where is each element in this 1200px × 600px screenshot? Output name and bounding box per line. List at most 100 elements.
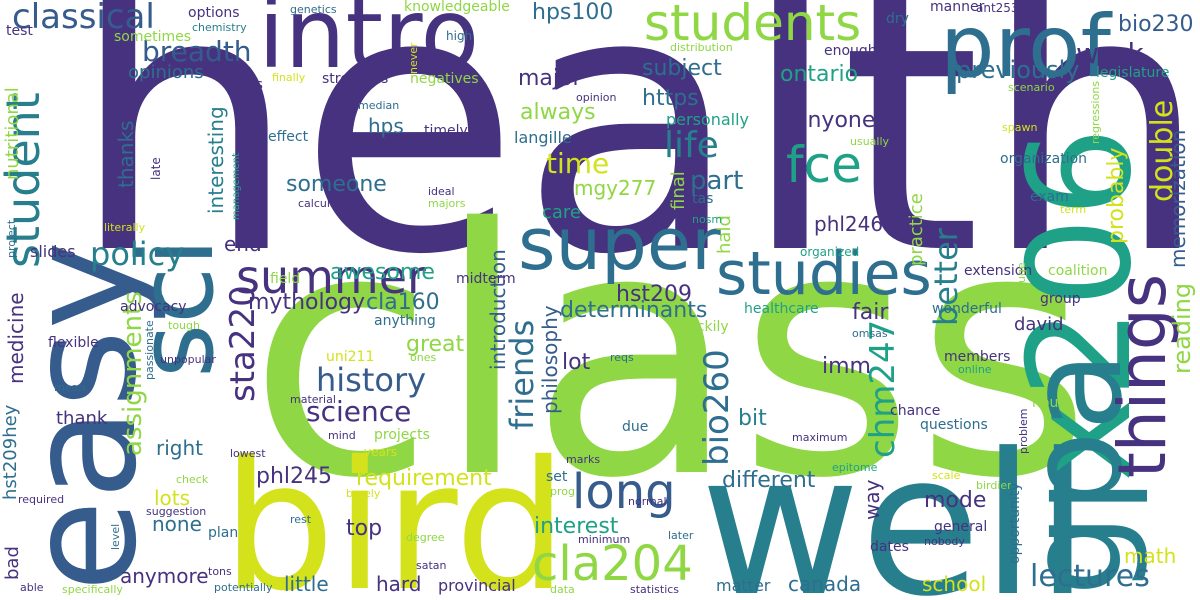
cloud-word-lectures: lectures	[1030, 559, 1150, 594]
cloud-word-majors: majors	[428, 197, 466, 210]
cloud-word-nutritional: nutritional	[2, 87, 23, 180]
cloud-word-matter: matter	[716, 576, 771, 595]
cloud-word-midterm: midterm	[456, 271, 516, 287]
cloud-word-mean: mean	[54, 381, 86, 394]
cloud-word-manner: manner	[930, 0, 985, 15]
cloud-word-anyone: anyone	[794, 108, 876, 133]
cloud-word-hard: hard	[376, 572, 422, 596]
cloud-word-thanks: thanks	[114, 120, 138, 188]
cloud-word-opportunity: opportunity	[1007, 482, 1023, 564]
cloud-word-sometimes: sometimes	[114, 29, 192, 45]
cloud-word-fair: fair	[852, 300, 889, 325]
cloud-word-life: life	[664, 125, 719, 166]
cloud-word-practice: practice	[906, 193, 927, 266]
cloud-word-median: median	[358, 99, 400, 112]
cloud-word-none: none	[152, 512, 202, 536]
cloud-word-part: part	[690, 166, 744, 196]
cloud-word-things: things	[1104, 273, 1181, 478]
cloud-word-school: school	[922, 572, 987, 596]
cloud-word-prog: prog	[550, 485, 575, 498]
cloud-word-tons: tons	[208, 565, 232, 578]
cloud-word-class: class	[248, 157, 1093, 553]
cloud-word-legislature: legislature	[1096, 65, 1170, 81]
cloud-word-slides: slides	[30, 242, 76, 261]
cloud-word-way: way	[860, 479, 884, 520]
cloud-word-questions: questions	[920, 417, 988, 433]
cloud-word-reqs: reqs	[610, 351, 634, 364]
cloud-word-cla160: cla160	[366, 290, 440, 315]
cloud-word-langille: langille	[514, 128, 572, 147]
cloud-word-health: health	[70, 0, 1200, 333]
cloud-word-regressions: regressions	[1089, 80, 1102, 144]
cloud-word-degree: degree	[406, 531, 445, 544]
cloud-word-previously: previously	[956, 56, 1080, 84]
cloud-word-david: david	[1014, 314, 1064, 335]
cloud-word-dry: dry	[886, 11, 909, 27]
cloud-word-prof: prof	[940, 0, 1111, 97]
cloud-word-marks: marks	[566, 453, 601, 466]
cloud-word-problem: problem	[1017, 408, 1030, 454]
cloud-word-group: group	[1040, 291, 1081, 307]
cloud-word-phl246: phl246	[814, 212, 884, 236]
cloud-word-bit: bit	[738, 406, 767, 431]
cloud-word-interest: interest	[534, 514, 619, 539]
cloud-word-top: top	[346, 516, 383, 541]
cloud-word-effect: effect	[268, 129, 309, 145]
cloud-word-negatives: negatives	[410, 71, 479, 87]
cloud-word-passionate: passionate	[143, 320, 156, 380]
cloud-word-imm: imm	[822, 354, 871, 379]
cloud-word-finally: finally	[272, 71, 306, 84]
cloud-word-always: always	[520, 100, 596, 125]
cloud-word-cla204: cla204	[532, 536, 693, 592]
cloud-word-wonderful: wonderful	[932, 301, 1002, 317]
cloud-word-bio230: bio230	[1118, 12, 1194, 37]
cloud-word-history: history	[316, 361, 427, 399]
cloud-word-requirement: requirement	[356, 466, 492, 491]
cloud-word-great: great	[406, 332, 465, 357]
cloud-word-policy: policy	[90, 235, 185, 273]
cloud-word-huge: huge	[1015, 262, 1028, 290]
cloud-word-set: set	[546, 469, 568, 485]
cloud-word-unpopular: unpopular	[160, 353, 216, 366]
cloud-word-genetics: genetics	[290, 3, 337, 16]
cloud-word-hps100: hps100	[532, 0, 614, 25]
cloud-word-required: required	[18, 493, 65, 506]
cloud-word-students: students	[644, 0, 862, 52]
cloud-word-lot: lot	[562, 350, 591, 375]
cloud-word-spawn: spawn	[1002, 121, 1038, 134]
cloud-word-hst209hey: hst209hey	[0, 404, 21, 500]
cloud-word-intro: intro	[258, 0, 480, 90]
cloud-word-https: https	[642, 86, 699, 111]
cloud-word-major: major	[518, 66, 582, 91]
cloud-word-uni211: uni211	[326, 349, 375, 365]
cloud-word-bad: bad	[2, 546, 23, 580]
cloud-word-mythology: mythology	[248, 290, 366, 315]
cloud-word-enough: enough	[824, 43, 877, 59]
cloud-word-normal: normal	[628, 495, 667, 508]
cloud-word-specifically: specifically	[62, 583, 123, 596]
cloud-word-fce: fce	[786, 136, 862, 194]
cloud-word-maximum: maximum	[792, 431, 848, 444]
cloud-word-years: years	[364, 445, 398, 459]
cloud-word-anything: anything	[374, 313, 436, 329]
cloud-word-times: times	[224, 77, 263, 93]
cloud-word-test: test	[6, 23, 33, 39]
cloud-word-canada: canada	[788, 572, 862, 596]
cloud-word-hst209: hst209	[616, 282, 693, 307]
cloud-word-well: well	[700, 412, 1090, 600]
cloud-word-advocacy: advocacy	[120, 299, 187, 315]
cloud-word-care: care	[542, 202, 582, 223]
cloud-word-late: late	[149, 157, 163, 180]
cloud-word-someone: someone	[286, 172, 387, 197]
cloud-word-healthcare: healthcare	[744, 301, 819, 317]
cloud-word-general: general	[934, 519, 988, 535]
cloud-word-friends: friends	[503, 319, 541, 430]
cloud-word-chemistry: chemistry	[192, 21, 247, 34]
cloud-word-extension: extension	[964, 263, 1033, 279]
cloud-word-opinion: opinion	[576, 91, 617, 104]
cloud-word-work: work	[1076, 37, 1144, 70]
cloud-word-able: able	[20, 581, 44, 594]
cloud-word-literally: literally	[104, 221, 146, 234]
cloud-word-lowest: lowest	[230, 447, 266, 460]
cloud-word-check: check	[176, 473, 209, 486]
